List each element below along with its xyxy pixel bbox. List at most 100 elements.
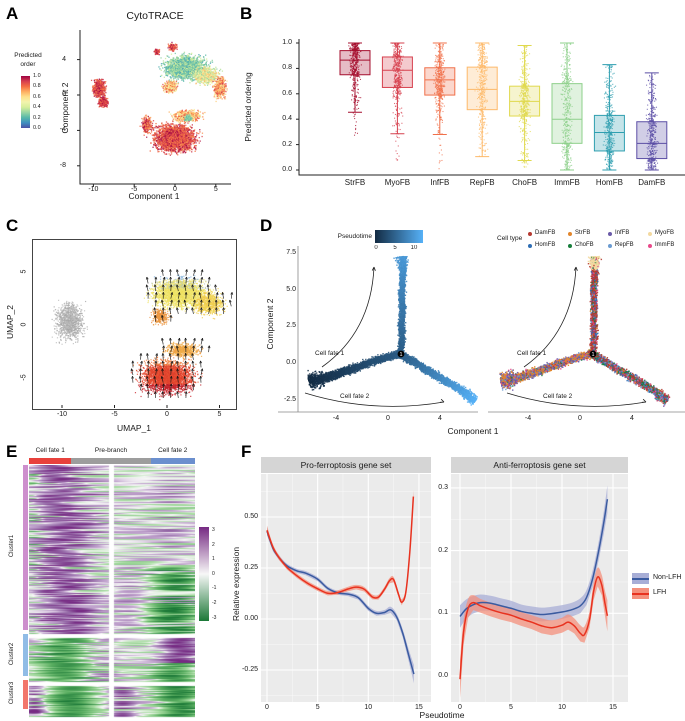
panel-a-ytick-0: 0: [62, 91, 66, 98]
panel-d-xlabel: Component 1: [447, 426, 499, 436]
pseudotime-legend-title: Pseudotime: [337, 233, 372, 240]
facet1-xtick-10: 10: [558, 704, 566, 711]
heatmap-column-annotation-bar: [29, 458, 195, 464]
fate1-label-right: Cell fate 1: [517, 350, 547, 357]
panel-a-xtick--10: -10: [88, 186, 99, 193]
heatmap-colann-Pre-branch: [71, 458, 151, 464]
panel-c-xtick--5: -5: [111, 411, 118, 418]
heatmap-colann-label-Pre-branch: Pre-branch: [94, 447, 128, 454]
facet1-ytick-0.0: 0.0: [438, 672, 448, 679]
facet-strip-pro-ferroptosis: Pro-ferroptosis gene set: [261, 457, 431, 473]
boxplot-category-MyoFB: MyoFB: [384, 178, 411, 187]
facet0-ytick-0.50: 0.50: [244, 513, 258, 520]
heatmap-colann-label-Cell-fate-2: Cell fate 2: [158, 447, 188, 454]
heatmap-rowann-Cluster3: [23, 679, 28, 710]
predicted-order-cbar-tick-0.0: 0.0: [33, 125, 41, 131]
facet-strip-anti-ferroptosis: Anti-ferroptosis gene set: [451, 457, 628, 473]
panel-b-ytick-0.0: 0.0: [282, 166, 292, 173]
boxplot-category-RepFB: RepFB: [469, 178, 495, 187]
predicted-order-colorbar: [21, 76, 30, 128]
panel-letter-d: D: [260, 216, 273, 235]
panel-f-ylabel: Relative expression: [231, 546, 241, 622]
facet0-xtick-10: 10: [364, 704, 373, 711]
predicted-order-cbar-tick-0.6: 0.6: [33, 93, 41, 100]
heatmap-column-annotation-labels: Cell fate 1 Pre-branch Cell fate 2: [29, 447, 195, 457]
legend-line-Non-LFH: [632, 577, 649, 580]
panel-d-ytick-0.0: 0.0: [286, 359, 296, 367]
panel-c-ytick-0: 0: [20, 322, 28, 327]
boxplot-category-InfFB: InfFB: [430, 178, 450, 187]
panel-d-left-xtick-0: 0: [386, 415, 390, 422]
panel-c-ylabel: UMAP_2: [5, 305, 15, 340]
facet0-ytick--0.25: -0.25: [242, 666, 258, 673]
panel-d-ytick--2.5: -2.5: [283, 395, 296, 403]
lfh-legend-row-Non-LFH: Non-LFH: [632, 572, 685, 584]
panel-letter-f: F: [241, 442, 252, 461]
celltype-label-MyoFB: MyoFB: [655, 230, 675, 236]
predicted-order-cbar-tick-0.8: 0.8: [33, 83, 41, 90]
panel-c-xtick-0: 0: [165, 411, 169, 418]
heatmap-row-cluster-bars: [21, 465, 28, 719]
pro-ferroptosis-line-canvas: [261, 474, 431, 702]
panel-c-xtick-5: 5: [217, 411, 222, 418]
boxplot-category-ImmFB: ImmFB: [554, 178, 580, 187]
facet0-ytick-0.00: 0.00: [244, 615, 258, 622]
celltype-label-RepFB: RepFB: [615, 242, 634, 248]
celltype-label-DamFB: DamFB: [535, 230, 556, 236]
boxplot-category-HomFB: HomFB: [595, 178, 623, 187]
heatmap-colorbar: [199, 527, 209, 621]
panel-a-ylabel: Component 2: [60, 82, 70, 134]
heatmap-cbar-tick--1: -1: [212, 585, 217, 592]
celltype-label-InfFB: InfFB: [615, 230, 630, 236]
fate2-label-left: Cell fate 2: [340, 393, 370, 400]
heatmap-cluster-label-Cluster3: Cluster3: [9, 682, 15, 705]
facet1-xtick-15: 15: [609, 704, 617, 711]
predicted-order-cbar-tick-0.2: 0.2: [33, 114, 41, 121]
panel-a-ytick--8: -8: [59, 161, 66, 169]
predicted-order-legend-title-line1: Predicted: [14, 52, 42, 59]
celltype-label-HomFB: HomFB: [535, 242, 556, 248]
facet-strip-pro-ferroptosis-label: Pro-ferroptosis gene set: [300, 460, 392, 470]
panel-d-right-xtick-0: 0: [578, 415, 582, 422]
celltype-dot-DamFB: [528, 232, 532, 236]
rna-velocity-canvas: [32, 239, 235, 408]
panel-d-left-xtick-4: 4: [438, 415, 442, 422]
celltype-legend-title: Cell type: [497, 235, 523, 242]
predicted-order-legend-title-line2: order: [20, 61, 36, 68]
heatmap-cbar-tick--2: -2: [212, 600, 217, 606]
panel-d-ytick-5.0: 5.0: [286, 285, 296, 293]
pseudotime-tick-5: 5: [393, 245, 397, 251]
boxplot-category-StrFB: StrFB: [344, 178, 366, 187]
legend-line-LFH: [632, 592, 649, 595]
predicted-ordering-boxplot-canvas: [295, 36, 685, 178]
facet1-ytick-0.1: 0.1: [438, 609, 448, 617]
panel-b-ylabel: Predicted ordering: [243, 72, 253, 142]
panel-b-ytick-0.6: 0.6: [282, 89, 292, 97]
panel-f-xlabel: Pseudotime: [419, 710, 465, 720]
cytotrace-title: CytoTRACE: [126, 10, 184, 22]
panel-d-ylabel: Component 2: [265, 298, 275, 350]
panel-a-xtick--5: -5: [131, 186, 138, 193]
facet1-xtick-0: 0: [458, 704, 462, 711]
boxplot-category-ChoFB: ChoFB: [512, 178, 538, 187]
fate2-label-right: Cell fate 2: [543, 393, 573, 400]
heatmap-cluster-label-Cluster1: Cluster1: [9, 535, 15, 558]
heatmap-colann-Cell-fate-1: [29, 458, 72, 464]
panel-c-xtick--10: -10: [56, 411, 68, 418]
panel-a-xtick-0: 0: [173, 186, 177, 193]
panel-d-ytick-7.5: 7.5: [286, 249, 296, 256]
legend-label-LFH: LFH: [653, 589, 667, 596]
fate1-label-left: Cell fate 1: [315, 350, 345, 357]
heatmap-colann-Cell-fate-2: [150, 458, 195, 464]
heatmap-cbar-tick-2: 2: [212, 541, 215, 548]
panel-c-ytick--5: -5: [20, 374, 28, 381]
facet-strip-anti-ferroptosis-label: Anti-ferroptosis gene set: [493, 460, 586, 470]
trajectory-celltype-canvas: [488, 246, 685, 414]
facet0-xtick-0: 0: [265, 704, 269, 711]
heatmap-cbar-tick--3: -3: [212, 614, 217, 621]
branched-heatmap-canvas: [29, 465, 195, 719]
celltype-dot-InfFB: [608, 232, 612, 236]
panel-b-ytick-1.0: 1.0: [282, 39, 292, 46]
facet1-xtick-5: 5: [509, 704, 513, 711]
